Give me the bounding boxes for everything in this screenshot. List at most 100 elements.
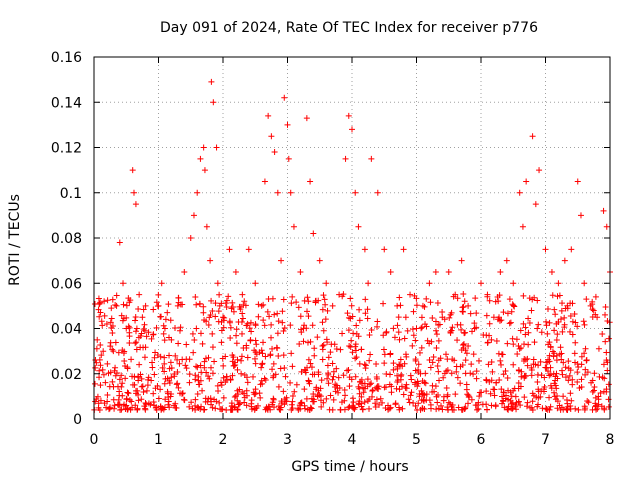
data-point — [458, 257, 465, 264]
data-point-cloud — [366, 405, 373, 412]
data-point-cloud — [192, 402, 199, 409]
data-point-cloud — [571, 350, 578, 357]
data-point — [113, 302, 120, 309]
data-point-cloud — [280, 296, 287, 303]
data-point-cloud — [192, 396, 199, 403]
data-point-cloud — [468, 361, 475, 368]
data-point-cloud — [366, 396, 373, 403]
data-point-cloud — [348, 337, 355, 344]
data-point-cloud — [132, 340, 139, 347]
data-point-cloud — [295, 304, 302, 311]
data-point-cloud — [244, 320, 251, 327]
data-point-cloud — [165, 401, 172, 408]
data-point-cloud — [471, 320, 478, 327]
data-point-cloud — [580, 318, 587, 325]
data-point-cloud — [345, 404, 352, 411]
data-point-cloud — [506, 320, 513, 327]
data-point — [190, 212, 197, 219]
data-point-cloud — [524, 399, 531, 406]
data-point-cloud — [373, 360, 380, 367]
data-point-cloud — [246, 325, 253, 332]
data-point-cloud — [433, 406, 440, 413]
data-point-cloud — [264, 406, 271, 413]
data-point-cloud — [229, 299, 236, 306]
data-point-cloud — [168, 374, 175, 381]
data-point-cloud — [160, 406, 167, 413]
data-point-cloud — [476, 393, 483, 400]
data-point-cloud — [458, 346, 465, 353]
data-point-cloud — [209, 308, 216, 315]
data-point-cloud — [195, 373, 202, 380]
data-point-cloud — [397, 356, 404, 363]
data-point-cloud — [405, 396, 412, 403]
data-point-cloud — [467, 310, 474, 317]
data-point-cloud — [355, 400, 362, 407]
data-point-cloud — [115, 349, 122, 356]
x-tick-label: 1 — [154, 432, 163, 448]
data-point-cloud — [257, 381, 264, 388]
data-point-cloud — [143, 387, 150, 394]
data-point-cloud — [436, 377, 443, 384]
data-point-cloud — [141, 354, 148, 361]
data-point-cloud — [119, 347, 126, 354]
data-point-cloud — [206, 375, 213, 382]
data-point-cloud — [440, 374, 447, 381]
data-point-cloud — [434, 363, 441, 370]
data-point-cloud — [269, 366, 276, 373]
data-point-cloud — [229, 304, 236, 311]
data-point-cloud — [386, 371, 393, 378]
data-point-cloud — [520, 320, 527, 327]
data-point-cloud — [279, 319, 286, 326]
data-point — [303, 115, 310, 122]
data-point — [345, 112, 352, 119]
data-point-cloud — [194, 364, 201, 371]
data-point-cloud — [138, 383, 145, 390]
data-point — [187, 235, 194, 241]
data-point-cloud — [247, 319, 254, 326]
data-point-cloud — [125, 390, 132, 397]
data-point-cloud — [275, 383, 282, 390]
data-point-cloud — [406, 399, 413, 406]
data-point-cloud — [558, 307, 565, 314]
data-point-cloud — [141, 321, 148, 328]
data-point-cloud — [197, 330, 204, 337]
data-point-cloud — [475, 405, 482, 412]
data-point-cloud — [112, 372, 119, 379]
data-point-cloud — [105, 406, 112, 413]
data-point-cloud — [239, 388, 246, 395]
data-point-cloud — [539, 405, 546, 412]
data-point-cloud — [216, 291, 223, 298]
data-point-cloud — [422, 380, 429, 387]
data-point-cloud — [97, 299, 104, 306]
data-point — [603, 223, 610, 230]
data-point-cloud — [172, 324, 179, 331]
data-point-cloud — [288, 401, 295, 408]
data-point-cloud — [109, 346, 116, 353]
data-point-cloud — [323, 395, 330, 402]
data-point-cloud — [515, 398, 522, 405]
data-point-cloud — [437, 355, 444, 362]
data-point-cloud — [581, 403, 588, 410]
data-point-cloud — [444, 406, 451, 413]
data-point-cloud — [465, 343, 472, 350]
data-point-cloud — [101, 312, 108, 319]
y-tick-labels: 0 0.02 0.04 0.06 0.08 0.1 0.12 0.14 0.16 — [51, 50, 82, 428]
data-point-cloud — [569, 300, 576, 307]
data-point-cloud — [379, 399, 386, 406]
data-point-cloud — [566, 328, 573, 335]
data-point-cloud — [175, 294, 182, 301]
data-point-cloud — [331, 341, 338, 348]
data-point — [203, 223, 210, 230]
data-point-cloud — [465, 392, 472, 399]
data-point-cloud — [233, 340, 240, 347]
data-point-cloud — [266, 313, 273, 320]
data-point-cloud — [161, 368, 168, 375]
data-point-cloud — [504, 375, 511, 382]
data-point-cloud — [174, 356, 181, 363]
data-point-cloud — [530, 361, 537, 368]
data-point-cloud — [341, 406, 348, 413]
data-point-cloud — [602, 311, 609, 318]
data-point-cloud — [200, 309, 207, 316]
data-point-cloud — [359, 406, 366, 413]
data-point-cloud — [228, 305, 235, 312]
